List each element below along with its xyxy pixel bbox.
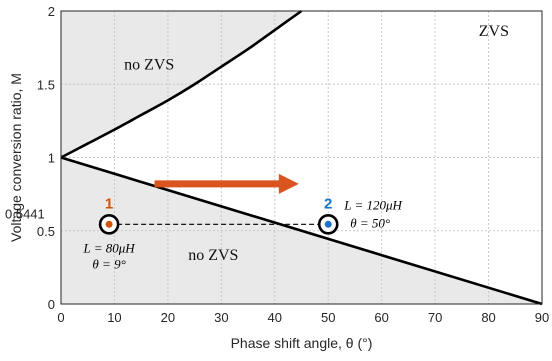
y-axis-label: Voltage conversion ratio, M — [8, 73, 24, 242]
region-label: ZVS — [479, 23, 509, 40]
x-tick-label: 90 — [535, 310, 549, 325]
boundary-curves — [60, 9, 543, 306]
lower-boundary-line — [60, 156, 543, 306]
inductance-annotation: L = 80μH — [83, 240, 136, 255]
region-label: no ZVS — [124, 57, 174, 74]
tick-labels: 0 10 20 30 40 50 60 70 80 90 0 0.5 1 1.5 2 — [37, 4, 549, 325]
x-tick-label: 50 — [321, 310, 335, 325]
x-tick-label: 20 — [161, 310, 175, 325]
region-label: no ZVS — [188, 247, 238, 264]
x-tick-label: 80 — [481, 310, 495, 325]
y-tick-label: 1 — [48, 151, 55, 166]
angle-annotation: θ = 9° — [92, 256, 125, 271]
y-tick-label: 0.5 — [37, 224, 55, 239]
angle-annotation: θ = 50° — [350, 215, 390, 230]
plot-frame — [60, 10, 543, 305]
x-tick-label: 70 — [428, 310, 442, 325]
reference-value-label: 0.5441 — [5, 206, 45, 221]
shift-arrow — [154, 173, 299, 194]
x-axis-label: Phase shift angle, θ (°) — [231, 335, 373, 351]
x-tick-label: 0 — [57, 310, 64, 325]
upper-boundary-curve — [60, 9, 303, 159]
x-tick-label: 60 — [374, 310, 388, 325]
operating-point-1 — [105, 220, 113, 228]
y-tick-label: 1.5 — [37, 77, 55, 92]
y-tick-label: 0 — [48, 297, 55, 312]
operating-point-label: 2 — [324, 195, 332, 212]
x-tick-label: 40 — [268, 310, 282, 325]
x-tick-label: 10 — [107, 310, 121, 325]
x-tick-label: 30 — [214, 310, 228, 325]
operating-point-2 — [324, 220, 332, 228]
operating-point-label: 1 — [105, 195, 113, 212]
y-tick-label: 2 — [48, 4, 55, 19]
inductance-annotation: L = 120μH — [343, 197, 402, 212]
